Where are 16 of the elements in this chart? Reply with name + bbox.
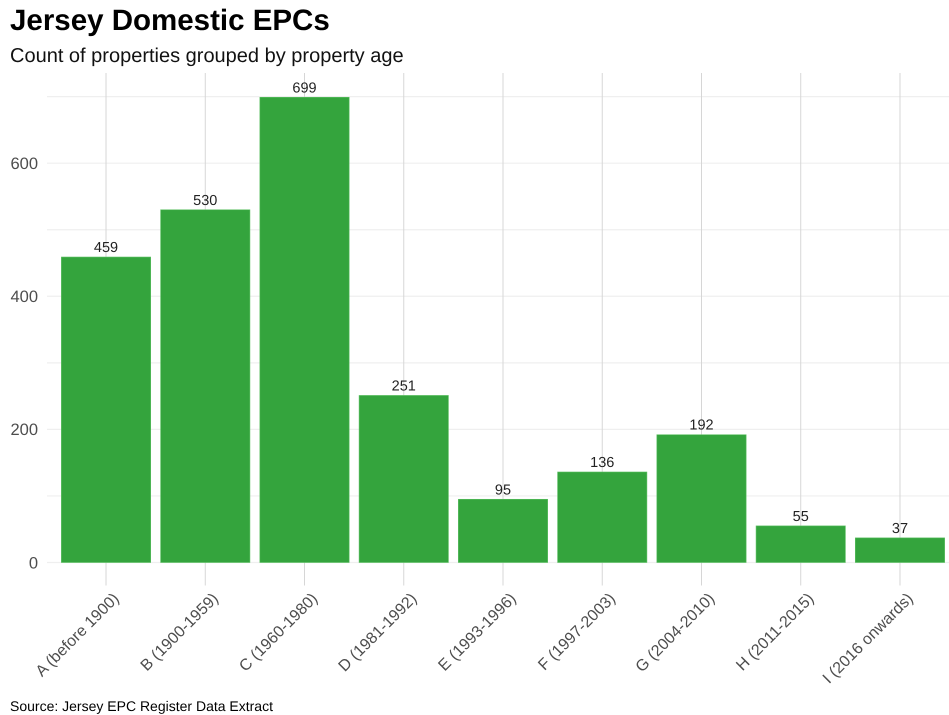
data-label: 251 — [392, 378, 416, 394]
y-tick-label: 600 — [10, 154, 38, 173]
data-label: 530 — [193, 192, 218, 209]
data-label: 136 — [590, 454, 614, 471]
y-tick-label: 0 — [28, 554, 38, 572]
chart-subtitle: Count of properties grouped by property age — [10, 45, 404, 67]
y-tick-label: 400 — [10, 288, 38, 306]
data-label: 95 — [494, 482, 512, 498]
source-note: Source: Jersey EPC Register Data Extract — [10, 698, 274, 714]
chart-title: Jersey Domestic EPCs — [10, 4, 330, 37]
data-label: 192 — [689, 418, 714, 434]
y-tick-label: 200 — [10, 421, 38, 440]
data-label: 459 — [94, 240, 118, 256]
data-label: 699 — [292, 80, 317, 96]
data-label: 55 — [792, 508, 809, 525]
data-label: 37 — [892, 520, 908, 537]
